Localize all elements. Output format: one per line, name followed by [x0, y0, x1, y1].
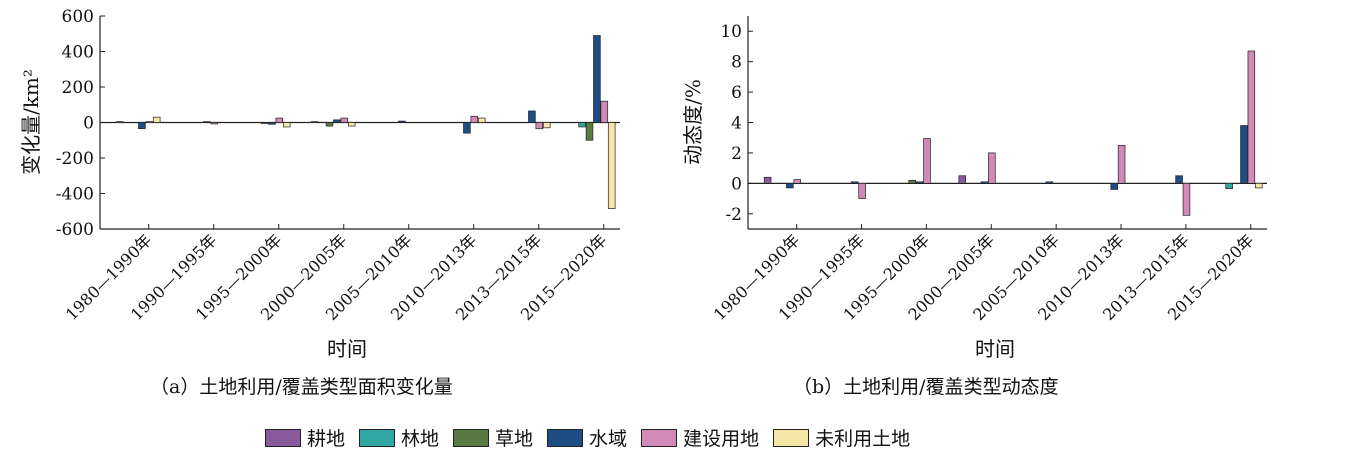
bar [333, 119, 341, 123]
bar [1045, 181, 1054, 184]
bar [980, 181, 989, 184]
bar [268, 122, 276, 125]
bar [310, 121, 319, 123]
bar [1255, 183, 1263, 189]
bar [1110, 183, 1118, 190]
y-tick-label: 0 [731, 174, 742, 194]
bar [593, 35, 601, 123]
bar [793, 179, 801, 184]
y-tick-label: 8 [731, 53, 742, 73]
bar [923, 138, 931, 184]
bar [988, 152, 996, 184]
bar [1175, 175, 1183, 184]
bar [528, 110, 536, 123]
legend-label: 林地 [401, 428, 440, 450]
y-tick-label: 400 [62, 43, 94, 63]
bar [325, 122, 334, 127]
bar [115, 121, 124, 123]
legend-label: 未利用土地 [815, 428, 911, 450]
bar [542, 122, 551, 129]
y-tick-label: 2 [731, 144, 742, 164]
y-tick-label: 600 [62, 7, 94, 27]
bar [858, 183, 866, 199]
y-axis-title: 变化量/km² [19, 69, 43, 175]
bar [340, 117, 349, 123]
bar [260, 122, 269, 124]
bar [915, 181, 924, 184]
caption-b: （b）土地利用/覆盖类型动态度 [793, 376, 1059, 398]
legend-label: 草地 [495, 428, 534, 450]
legend: 耕地 林地 草地 水域 建设用地 未利用土地 [265, 424, 924, 451]
y-tick-label: 200 [62, 78, 94, 98]
legend-item: 草地 [453, 424, 533, 451]
x-axis-title: 时间 [975, 337, 1015, 361]
bar [908, 179, 916, 184]
bar [275, 117, 284, 123]
bar [282, 122, 291, 128]
bar [203, 121, 211, 123]
bar [850, 181, 859, 184]
bar [1117, 144, 1126, 184]
bar [463, 122, 471, 134]
bar [958, 175, 967, 184]
legend-item: 耕地 [265, 424, 345, 451]
bar [786, 183, 794, 189]
bar [398, 120, 406, 123]
legend-item: 水域 [547, 424, 627, 451]
legend-swatch [359, 428, 396, 447]
bar [763, 176, 772, 184]
legend-swatch [453, 428, 490, 447]
y-tick-label: 6 [731, 83, 742, 103]
bar [1225, 183, 1233, 190]
bar [1182, 183, 1191, 216]
legend-swatch [773, 428, 810, 447]
y-axis-title: 动态度/% [681, 79, 705, 165]
legend-item: 未利用土地 [773, 424, 910, 451]
y-tick-label: 10 [720, 22, 742, 42]
bar [347, 122, 356, 127]
bar [138, 122, 146, 130]
y-tick-label: -2 [725, 205, 742, 225]
bar [607, 122, 616, 209]
bar [477, 117, 486, 123]
bar [578, 122, 586, 128]
bar [210, 122, 219, 125]
caption-a: （a）土地利用/覆盖类型面积变化量 [150, 376, 453, 398]
bar [152, 116, 161, 123]
bar [585, 122, 594, 141]
y-tick-label: -200 [56, 149, 94, 169]
legend-label: 水域 [589, 428, 628, 450]
bar [600, 100, 609, 123]
y-tick-label: 0 [83, 114, 94, 134]
legend-swatch [265, 428, 301, 447]
bar [145, 121, 154, 123]
legend-label: 耕地 [307, 428, 346, 450]
bar [1240, 125, 1248, 184]
legend-item: 建设用地 [641, 424, 759, 451]
bar [470, 115, 479, 123]
legend-label: 建设用地 [683, 428, 760, 450]
legend-swatch [547, 428, 584, 447]
legend-swatch [641, 428, 678, 447]
y-tick-label: -400 [56, 185, 94, 205]
legend-item: 林地 [359, 424, 439, 451]
x-axis-title: 时间 [327, 337, 367, 361]
y-tick-label: -600 [56, 220, 94, 240]
bar [1247, 50, 1256, 184]
bar [535, 122, 544, 130]
y-tick-label: 4 [731, 114, 742, 134]
